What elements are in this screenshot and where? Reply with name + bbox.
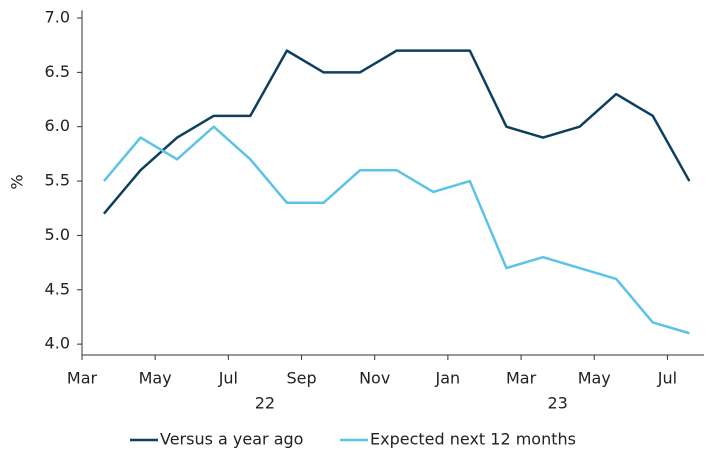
x-tick-label: Jul (218, 369, 238, 388)
y-tick-label: 7.0 (45, 8, 70, 27)
x-tick-label: Nov (359, 369, 390, 388)
x-tick-label: May (139, 369, 172, 388)
year-label: 23 (547, 394, 567, 413)
y-tick-label: 5.5 (45, 171, 70, 190)
x-tick-label: Mar (67, 369, 98, 388)
legend-label: Expected next 12 months (370, 430, 576, 449)
x-tick-label: Mar (506, 369, 537, 388)
line-series (102, 125, 690, 335)
x-tick-label: May (578, 369, 611, 388)
x-tick-label: Sep (286, 369, 316, 388)
y-tick-label: 4.0 (45, 334, 70, 353)
y-tick-label: 6.5 (45, 62, 70, 81)
x-tick-label: Jan (435, 369, 461, 388)
year-label: 22 (255, 394, 275, 413)
x-tick-label: Jul (657, 369, 677, 388)
line-series (102, 49, 691, 215)
y-tick-label: 4.5 (45, 279, 70, 298)
y-axis-label: % (8, 174, 27, 189)
legend-label: Versus a year ago (160, 430, 303, 449)
y-tick-label: 6.0 (45, 116, 70, 135)
y-tick-label: 5.0 (45, 225, 70, 244)
